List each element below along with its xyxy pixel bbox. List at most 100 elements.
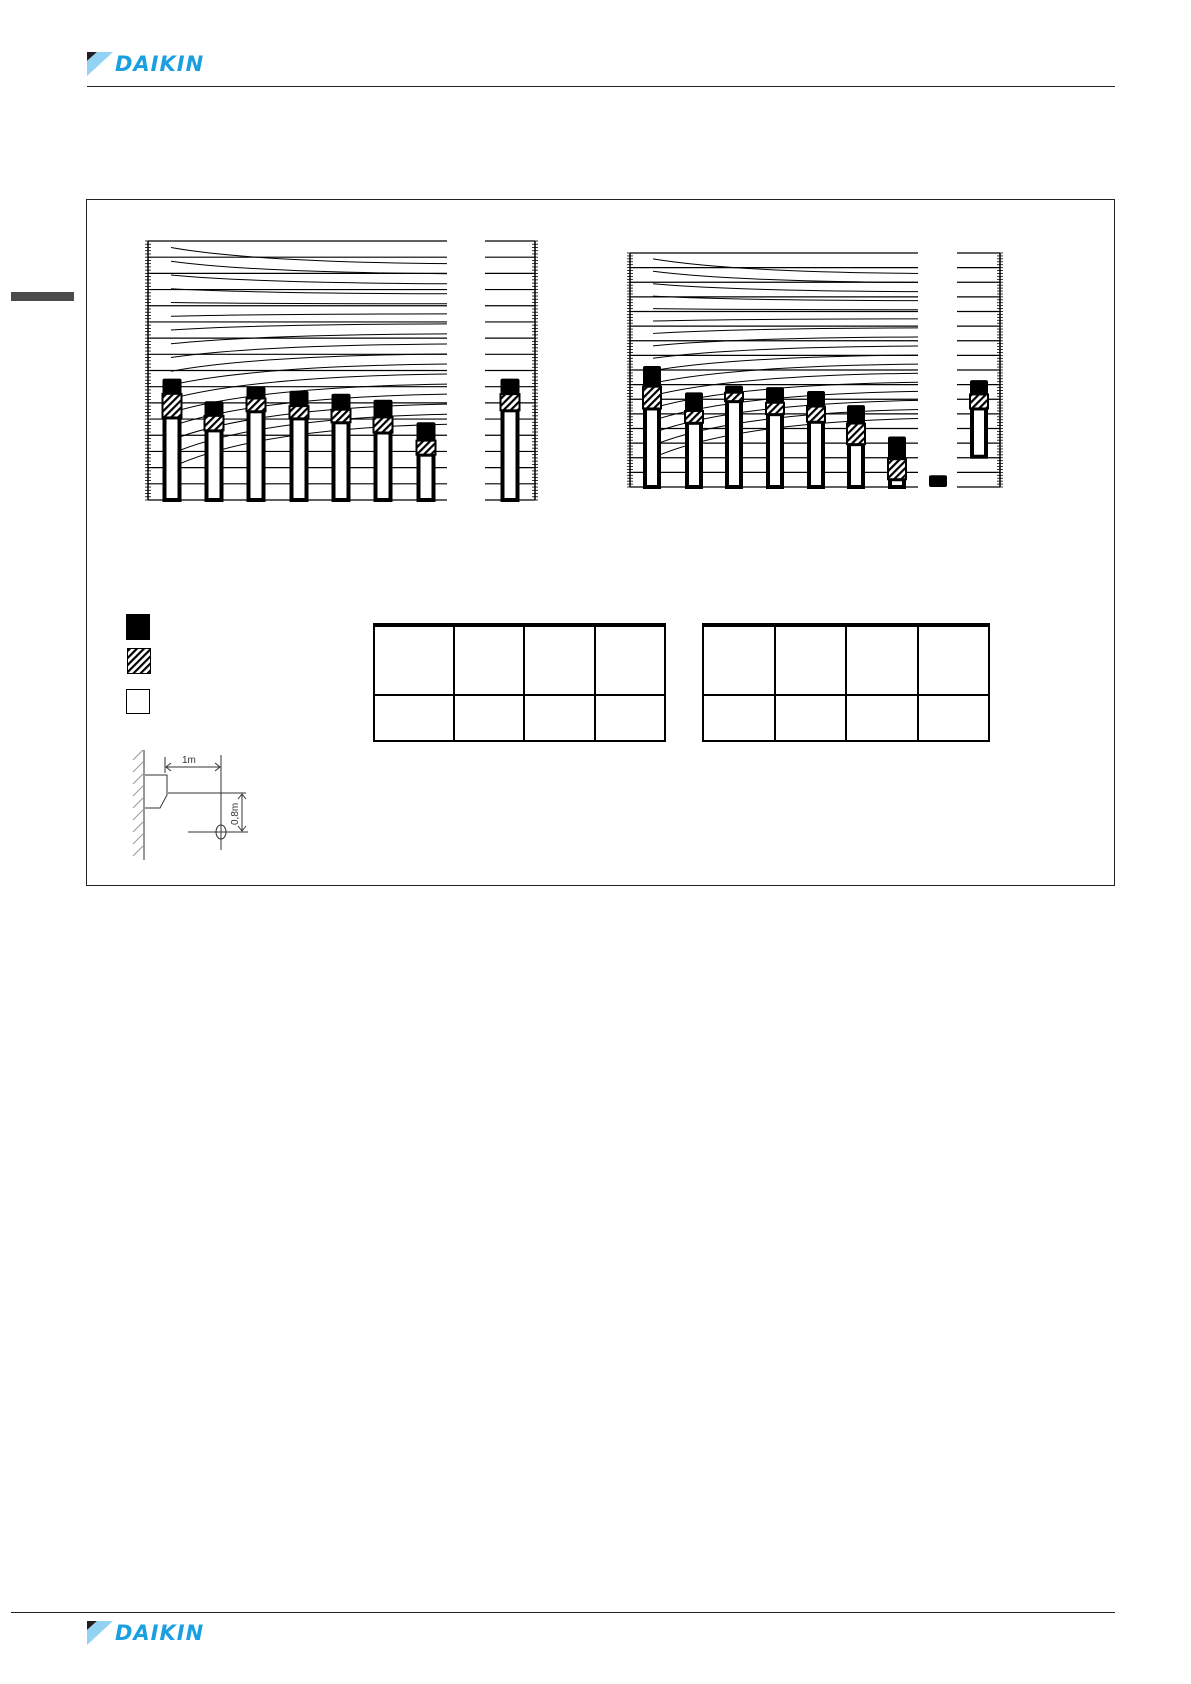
footer-rule	[11, 1612, 1115, 1613]
bar-black-segment	[204, 401, 224, 416]
nc-curve	[170, 323, 448, 331]
bar-white-segment	[289, 416, 309, 503]
nc-curve	[170, 260, 448, 275]
nc-curve	[170, 246, 448, 265]
nc-curve	[652, 408, 919, 446]
nc-curve	[170, 423, 448, 469]
bar-white-segment	[416, 452, 436, 502]
table-cell	[702, 624, 776, 696]
bar-black-segment	[162, 378, 182, 394]
bar-white-segment	[162, 415, 182, 503]
overall-bar-white-segment	[500, 408, 520, 503]
bar-hatched-segment	[330, 408, 352, 424]
legend-swatch-hatched	[127, 648, 151, 674]
nc-curve	[652, 336, 919, 347]
nc-curve	[652, 283, 919, 293]
bar-white-segment	[807, 419, 825, 489]
table-right	[702, 623, 990, 742]
measurement-position-diagram: 1m 0,8m	[132, 749, 248, 860]
footer-logo: DAIKIN	[87, 1621, 204, 1645]
horizontal-distance-label: 1m	[182, 755, 196, 766]
nc-curve	[652, 345, 919, 359]
chart-right	[627, 252, 1003, 490]
bar-hatched-segment	[288, 405, 310, 420]
table-cell	[452, 694, 526, 742]
bar-hatched-segment	[806, 405, 826, 423]
nc-curve	[170, 373, 448, 400]
nc-curve	[170, 393, 448, 427]
table-cell	[916, 624, 990, 696]
chart-left	[145, 240, 538, 503]
sound-spectrum-charts	[145, 240, 1003, 503]
bar-white-segment	[204, 428, 224, 502]
nc-curve	[170, 363, 448, 386]
bar-black-segment	[888, 436, 906, 460]
bar-white-segment	[847, 442, 865, 489]
bar-hatched-segment	[765, 401, 785, 416]
table-cell	[523, 624, 596, 696]
logo-text: DAIKIN	[115, 1621, 205, 1645]
logo-text: DAIKIN	[115, 52, 205, 76]
bar-black-segment	[643, 366, 661, 387]
nc-curve	[170, 288, 448, 295]
nc-curve	[652, 399, 919, 434]
table-cell	[373, 694, 455, 742]
overall-bar-white-segment	[970, 406, 988, 459]
nc-curve	[652, 308, 919, 311]
bar-white-segment	[685, 420, 703, 490]
overall-bar-black-segment	[970, 380, 988, 395]
nc-curve	[170, 313, 448, 317]
nc-curve	[652, 295, 919, 302]
nc-curve	[170, 274, 448, 285]
bar-white-segment	[246, 409, 266, 503]
nc-curve	[652, 354, 919, 372]
nc-curve	[652, 258, 919, 274]
table-cell	[845, 624, 919, 696]
bar-black-segment	[766, 387, 784, 403]
vertical-distance-label: 0,8m	[230, 803, 241, 825]
bar-white-segment	[725, 399, 743, 489]
bar-hatched-segment	[415, 439, 437, 456]
legend-swatch-white	[126, 689, 150, 714]
nc-curve	[170, 343, 448, 359]
nc-curve	[170, 302, 448, 305]
table-cell	[452, 624, 526, 696]
table-cell	[773, 624, 847, 696]
bar-white-segment	[766, 412, 784, 490]
bar-hatched-segment	[245, 397, 267, 413]
daikin-logo-mark-icon	[87, 52, 113, 76]
bar-black-segment	[725, 385, 743, 393]
table-cell	[773, 694, 847, 742]
bar-hatched-segment	[642, 385, 662, 410]
bar-black-segment	[331, 393, 351, 410]
bar-black-segment	[929, 475, 947, 487]
header-rule	[87, 86, 1115, 87]
bar-black-segment	[416, 422, 436, 441]
table-cell	[916, 694, 990, 742]
table-left	[373, 623, 667, 742]
table-cell	[523, 694, 596, 742]
bar-hatched-segment	[161, 392, 183, 419]
bar-black-segment	[373, 399, 393, 418]
bar-white-segment	[331, 420, 351, 502]
nc-curve	[652, 372, 919, 397]
overall-bar-hatched-segment	[499, 393, 521, 412]
bar-white-segment	[643, 406, 661, 489]
nc-curve	[652, 418, 919, 459]
bar-white-segment	[888, 477, 906, 489]
overall-bar-hatched-segment	[969, 393, 989, 410]
bar-black-segment	[685, 392, 703, 411]
legend-swatch-black	[126, 614, 150, 640]
table-cell	[845, 694, 919, 742]
nc-curve	[652, 363, 919, 384]
bar-hatched-segment	[846, 422, 866, 446]
table-cell	[373, 624, 455, 696]
bar-hatched-segment	[684, 409, 704, 424]
header-logo: DAIKIN	[87, 52, 204, 76]
side-tab	[11, 292, 74, 301]
daikin-logo-mark-icon	[87, 1621, 113, 1645]
bar-hatched-segment	[203, 414, 225, 432]
nc-curve	[652, 390, 919, 421]
nc-curve	[170, 403, 448, 441]
nc-curve	[652, 381, 919, 409]
